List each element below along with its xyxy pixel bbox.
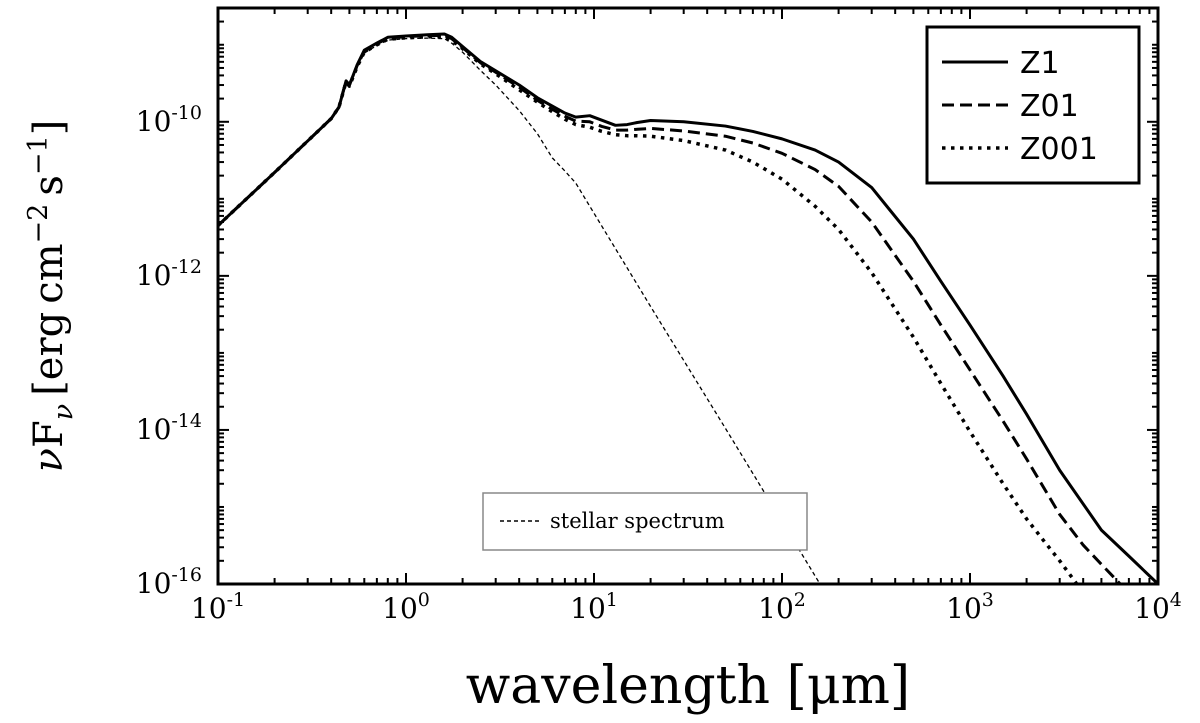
series-line-z1 [218,32,1158,584]
x-tick-label: 10-1 [191,589,245,625]
series-layer [218,32,1158,584]
ylabel-erg: erg [26,312,72,380]
y-tick-label: 10-10 [136,102,202,138]
ylabel-s-exp: −1 [23,135,54,175]
x-tick-label: 101 [570,589,618,625]
legend-label-z01: Z01 [1020,89,1079,124]
y-tick-label: 10-16 [136,564,202,600]
ylabel-cm: cm [26,243,72,303]
plot-frame [216,6,1160,586]
legend-label-z001: Z001 [1020,132,1098,167]
x-tick-label: 103 [946,589,994,625]
ylabel-cm-exp: −2 [23,204,54,244]
x-tick-label: 102 [758,589,806,625]
series-line-z001 [218,35,1079,584]
y-axis-label: νFν [erg cm−2 s−1] [23,120,79,473]
legend: Z1 Z01 Z001 [925,25,1141,185]
y-tick-label: 10-14 [136,410,202,446]
legend-label-z1: Z1 [1020,46,1060,81]
x-tick-label: 104 [1134,589,1182,625]
ylabel-s: s [26,175,72,196]
ylabel-bracket-close: ] [26,120,72,136]
annotation-label: stellar spectrum [550,509,725,533]
x-tick-label: 100 [382,589,430,625]
ylabel-sub-nu: ν [48,404,79,420]
ticks-layer: 10-1 100 101 102 103 104 10-16 10-14 10-12 10-10 [136,7,1182,625]
ylabel-f: F [26,420,72,448]
ylabel-nu: ν [26,448,72,472]
svg-text:νFν[ergcm−2s−1]: νFν [erg cm−2 s−1] [23,120,79,473]
x-axis-label: wavelength [μm] [466,656,910,716]
ylabel-bracket-open: [ [26,380,72,396]
stellar-annotation: stellar spectrum [482,492,808,551]
y-tick-label: 10-12 [136,256,202,292]
